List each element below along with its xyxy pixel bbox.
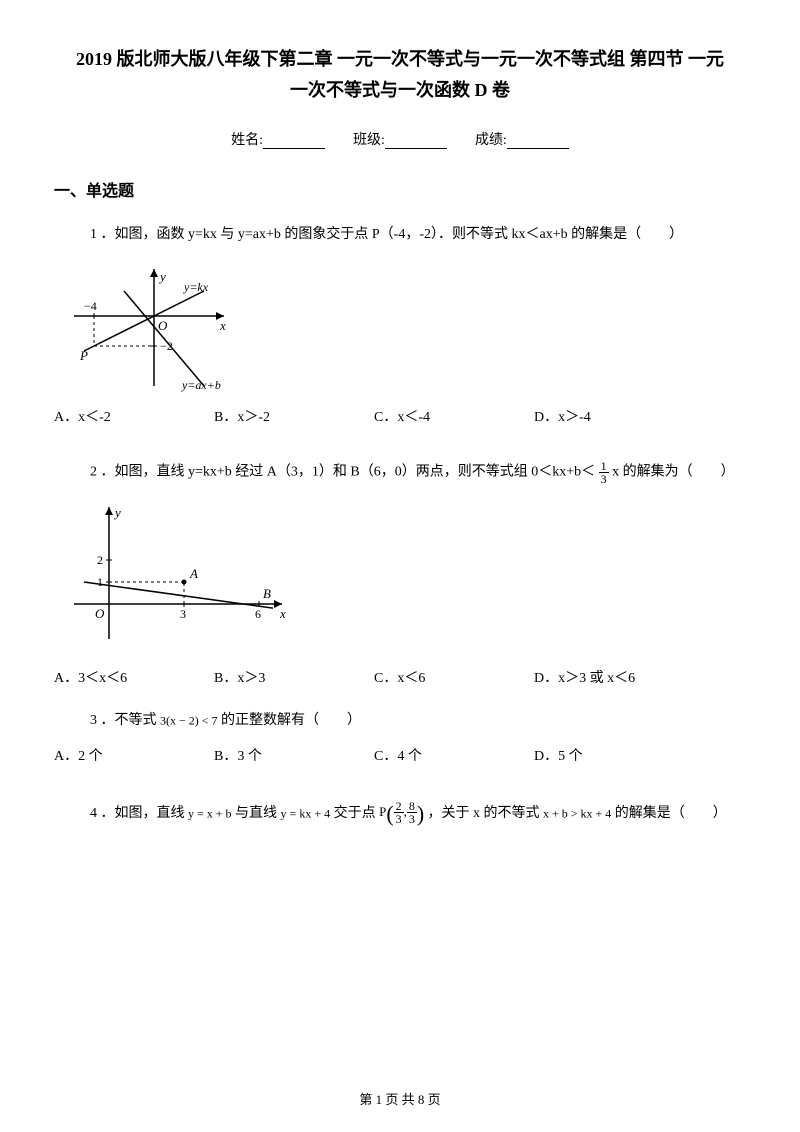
q2-body-a: 如图，直线 y=kx+b 经过 A（3，1）和 B（6，0）两点，则不等式组 0… [115,465,596,480]
svg-text:y=ax+b: y=ax+b [181,378,221,392]
q1-options: A．x＜-2 B．x＞-2 C．x＜-4 D．x＞-4 [54,406,746,426]
q3-num: 3 ． [90,713,115,728]
page-footer: 第 1 页 共 8 页 [0,1089,800,1108]
q4-expr2: y = kx + 4 [281,806,331,820]
q4-expr3: x + b > kx + 4 [543,806,611,820]
svg-text:−2: −2 [160,339,173,353]
q3-opt-a[interactable]: A．2 个 [54,745,214,765]
svg-text:2: 2 [97,553,103,567]
class-label: 班级: [353,133,385,148]
svg-text:O: O [95,606,105,621]
svg-text:O: O [158,318,168,333]
q4-point: P(23,83) [379,804,427,819]
q2-opt-a[interactable]: A．3＜x＜6 [54,667,214,687]
q4-body-e: 的解集是（ ） [615,806,727,821]
svg-text:y: y [158,269,166,284]
q1-opt-a[interactable]: A．x＜-2 [54,406,214,426]
q3-body-a: 不等式 [115,713,157,728]
svg-text:B: B [263,586,271,601]
title-line1: 2019 版北师大版八年级下第二章 一元一次不等式与一元一次不等式组 第四节 一… [54,44,746,75]
name-label: 姓名: [231,133,263,148]
svg-text:1: 1 [97,575,103,589]
svg-text:x: x [219,318,226,333]
section-1-heading: 一、单选题 [54,177,746,201]
q3-body-b: 的正整数解有（ ） [221,713,361,728]
q2-opt-b[interactable]: B．x＞3 [214,667,374,687]
svg-text:A: A [189,566,198,581]
q2-frac: 13 [599,460,609,485]
q3-expr: 3(x − 2) < 7 [160,714,218,728]
q2-options: A．3＜x＜6 B．x＞3 C．x＜6 D．x＞3 或 x＜6 [54,667,746,687]
q1-num: 1 ． [90,227,115,242]
name-blank[interactable] [263,135,325,149]
q1-text: 1 ．如图，函数 y=kx 与 y=ax+b 的图象交于点 P（-4，-2）．则… [54,223,746,247]
q3-options: A．2 个 B．3 个 C．4 个 D．5 个 [54,745,746,765]
score-label: 成绩: [475,133,507,148]
q2-text: 2 ．如图，直线 y=kx+b 经过 A（3，1）和 B（6，0）两点，则不等式… [54,460,746,485]
q1-opt-c[interactable]: C．x＜-4 [374,406,534,426]
q4-expr1: y = x + b [188,806,232,820]
q4-body-b: 与直线 [235,806,277,821]
q1-opt-b[interactable]: B．x＞-2 [214,406,374,426]
svg-text:y=kx: y=kx [183,280,209,294]
svg-text:P: P [79,348,88,363]
q2-num: 2 ． [90,465,115,480]
q3-opt-c[interactable]: C．4 个 [374,745,534,765]
q4-num: 4 ． [90,806,115,821]
title-line2: 一次不等式与一次函数 D 卷 [54,75,746,106]
q4-body-c: 交于点 [334,806,376,821]
svg-text:x: x [279,606,286,621]
q2-opt-c[interactable]: C．x＜6 [374,667,534,687]
q1-opt-d[interactable]: D．x＞-4 [534,406,591,426]
svg-text:y: y [113,505,121,520]
class-blank[interactable] [385,135,447,149]
q2-graph: y x O 1 2 3 6 A B [64,499,746,649]
q2-opt-d[interactable]: D．x＞3 或 x＜6 [534,667,635,687]
q2-body-b: x 的解集为（ ） [612,465,735,480]
q4-text: 4 ．如图，直线 y = x + b 与直线 y = kx + 4 交于点 P(… [54,795,746,832]
svg-text:6: 6 [255,607,261,621]
q3-opt-b[interactable]: B．3 个 [214,745,374,765]
form-line: 姓名: 班级: 成绩: [54,129,746,149]
q3-text: 3 ．不等式 3(x − 2) < 7 的正整数解有（ ） [54,709,746,733]
q3-opt-d[interactable]: D．5 个 [534,745,583,765]
svg-text:3: 3 [180,607,186,621]
score-blank[interactable] [507,135,569,149]
q1-body: 如图，函数 y=kx 与 y=ax+b 的图象交于点 P（-4，-2）．则不等式… [115,227,684,242]
q1-graph: y x O −4 −2 Py=kx y=ax+b [64,261,746,396]
q4-body-d: ，关于 x 的不等式 [427,806,539,821]
q4-body-a: 如图，直线 [115,806,185,821]
svg-text:−4: −4 [84,299,97,313]
